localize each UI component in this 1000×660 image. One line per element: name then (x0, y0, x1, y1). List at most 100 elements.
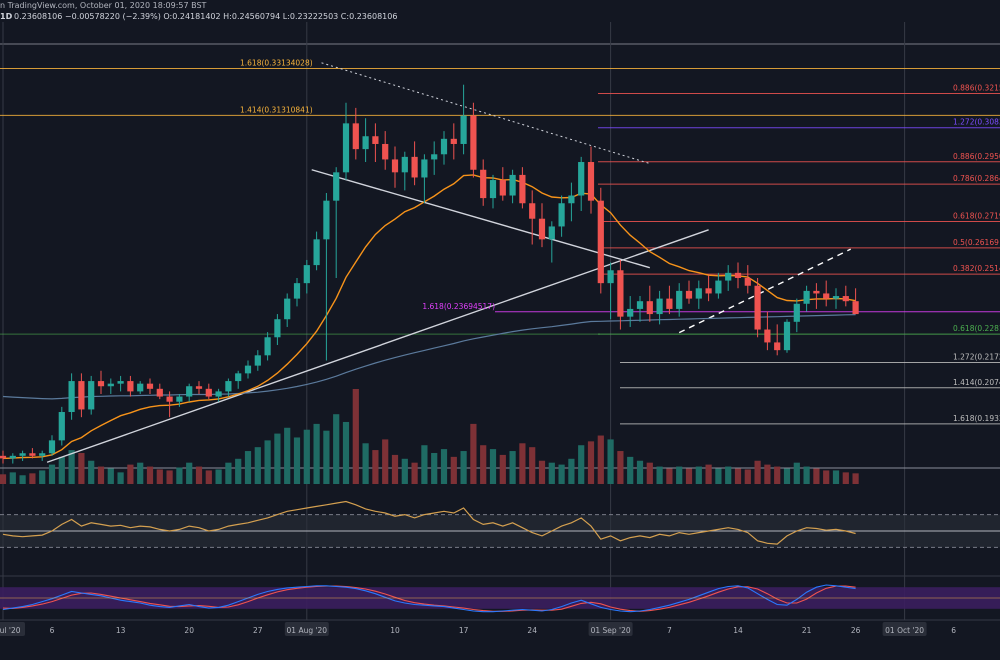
candle-body (450, 138, 457, 144)
volume-bar (548, 462, 555, 484)
level-label-11: 1.272(0.21722 (953, 353, 1000, 362)
candle-body (803, 290, 810, 304)
volume-bar (842, 472, 849, 484)
candle-body (538, 218, 546, 240)
volume-bar (313, 423, 320, 484)
candle-body (88, 381, 95, 410)
volume-bar (9, 472, 16, 484)
candle-body (734, 272, 742, 278)
volume-bar (186, 462, 193, 484)
volume-bar (656, 466, 663, 484)
volume-bar (666, 468, 673, 484)
volume-bar (117, 472, 124, 484)
candle-body (156, 388, 163, 397)
candle-body (176, 396, 183, 402)
candle-body (636, 301, 644, 309)
x-tick-label: 01 Sep '20 (591, 626, 631, 635)
candle-body (470, 115, 477, 170)
volume-bar (284, 427, 291, 484)
volume-bar (293, 437, 301, 484)
level-label-12: 1.414(0.20743 (953, 378, 1000, 387)
candle-body (29, 453, 36, 456)
candle-body (401, 156, 408, 173)
volume-bar (58, 456, 65, 484)
volume-bar (97, 466, 105, 484)
volume-bar (78, 452, 85, 484)
candle-body (284, 298, 291, 320)
volume-bar (519, 443, 526, 484)
volume-bar (362, 443, 369, 484)
candle-body (137, 383, 144, 392)
candle-body (832, 296, 840, 299)
month-tick-bg (284, 622, 329, 636)
volume-bar (803, 466, 810, 484)
descending-support-line (311, 169, 650, 269)
candle-body (617, 270, 624, 317)
volume-bar (411, 462, 418, 484)
candle-body (411, 156, 418, 178)
candle-body (705, 288, 712, 294)
candle-body (852, 301, 859, 315)
volume-bar (156, 469, 163, 484)
volume-bar (764, 464, 771, 484)
volume-bar (39, 470, 46, 484)
candle-body (78, 381, 85, 410)
volume-bar (832, 470, 840, 484)
candle-body (166, 396, 173, 402)
candle-body (107, 383, 114, 387)
volume-bar (744, 469, 751, 484)
candle-body (725, 272, 732, 281)
volume-bar (509, 451, 516, 484)
level-labels: 1.618(0.33134028) 1.414(0.31310841) 1.618(… (240, 58, 1000, 422)
candle-body (39, 453, 46, 456)
volume-bar (127, 464, 134, 484)
candle-body (0, 455, 7, 459)
volume-bar (19, 475, 26, 484)
volume-bar (783, 468, 791, 484)
candle-body (529, 203, 536, 219)
x-tick-label: 10 (390, 626, 400, 635)
candle-body (421, 159, 428, 178)
x-tick-label: 21 (802, 626, 812, 635)
volume-bar (401, 458, 408, 484)
volume-bar (254, 447, 261, 484)
x-tick-label: 27 (253, 626, 263, 635)
volume-bar (470, 423, 477, 484)
volume-bar (578, 445, 585, 484)
trend-lines (46, 62, 852, 463)
volume-bar (333, 414, 340, 484)
x-tick-label: 17 (459, 626, 469, 635)
candle-body (783, 321, 791, 351)
volume-bar (176, 467, 183, 484)
ohlc-readout: 0.23608106 −0.00578220 (−2.39%) O:0.2418… (14, 12, 398, 21)
volume-bar (0, 474, 7, 484)
candle-body (823, 293, 830, 299)
month-tick-bg (588, 622, 633, 636)
candle-body (685, 290, 693, 299)
candle-body (509, 174, 516, 196)
volume-bar (382, 439, 389, 484)
candle-body (342, 123, 350, 173)
ma-fast-line (2, 174, 856, 460)
volume-bar (205, 470, 212, 484)
month-tick-bg (882, 622, 927, 636)
candle-body (842, 296, 849, 302)
candle-body (587, 162, 595, 201)
interval-label: 1D (0, 12, 13, 21)
volume-bar (137, 462, 144, 484)
volume-bar (813, 468, 820, 484)
volume-bar (489, 449, 497, 484)
candle-body (607, 270, 614, 284)
volume-bar (725, 466, 732, 484)
candle-body (548, 226, 555, 240)
candle-body (519, 174, 526, 204)
candle-body (146, 383, 154, 389)
volume-bar (480, 445, 487, 484)
candle-body (440, 138, 448, 155)
volume-bar (352, 389, 359, 484)
candle-body (489, 180, 497, 199)
candle-body (676, 290, 683, 309)
candle-body (58, 412, 65, 441)
candle-body (186, 386, 193, 397)
